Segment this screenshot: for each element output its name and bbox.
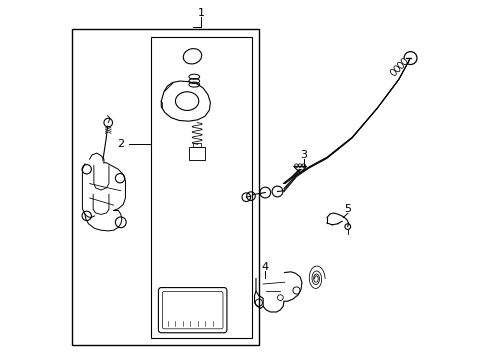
Ellipse shape xyxy=(393,66,399,72)
Ellipse shape xyxy=(389,69,395,75)
Text: 4: 4 xyxy=(261,262,268,272)
Ellipse shape xyxy=(400,59,406,64)
Bar xyxy=(189,147,204,159)
Bar xyxy=(192,143,201,147)
Text: 2: 2 xyxy=(117,139,124,149)
Text: 5: 5 xyxy=(344,204,350,215)
Text: 1: 1 xyxy=(198,8,204,18)
Bar xyxy=(151,37,251,338)
Text: 3: 3 xyxy=(300,150,306,160)
Bar xyxy=(72,30,258,345)
Ellipse shape xyxy=(397,62,403,68)
